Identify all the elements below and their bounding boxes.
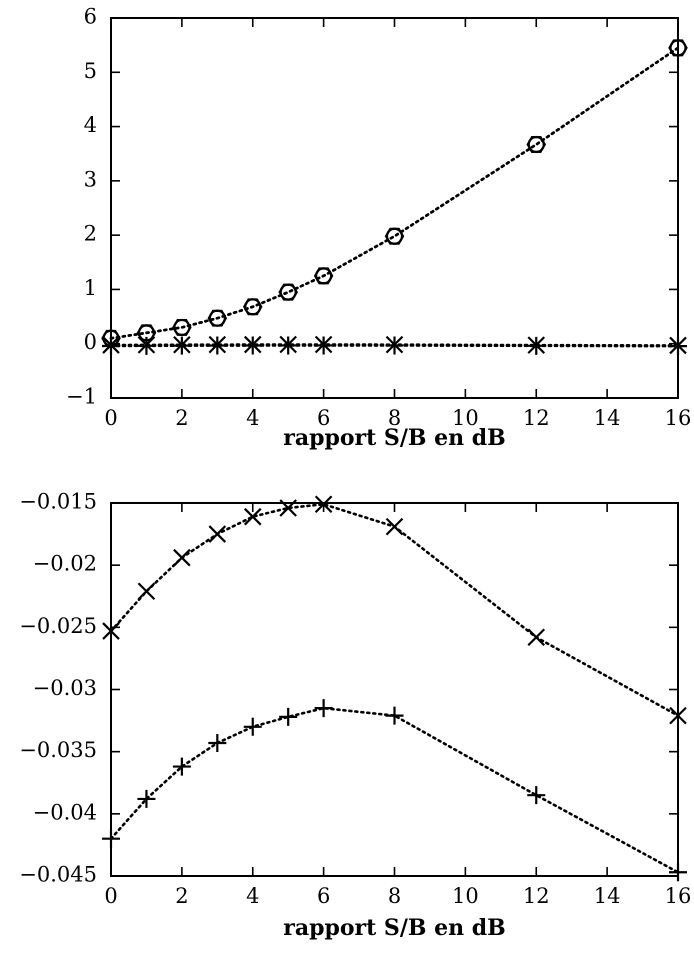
y-tick-label: 4 [84,113,97,137]
y-tick-label: −0.025 [19,614,97,638]
y-tick-label: −0.035 [19,738,97,762]
plus-marker [279,336,298,355]
x-marker [669,706,687,725]
series-line [109,344,680,348]
x-marker [208,525,227,543]
x-marker [279,499,297,517]
plus-marker [385,336,404,355]
plus-marker [385,706,404,725]
x-axis-label: rapport S/B en dB [283,425,506,451]
plus-marker [137,336,156,355]
series-circle [102,39,687,347]
hexagon-marker [172,318,192,336]
x-tick-label: 4 [246,884,259,908]
x-tick-label: 0 [104,406,117,430]
x-marker [173,548,191,567]
x-tick-label: 16 [665,884,692,908]
x-tick-label: 4 [246,406,259,430]
plus-marker [527,336,546,355]
x-tick-label: 12 [523,406,550,430]
plus-marker [102,829,120,848]
y-tick-label: −0.04 [33,800,97,824]
hexagon-marker [242,298,263,316]
plus-marker [137,789,156,808]
plus-marker [314,336,333,355]
series-line [109,706,680,874]
x-marker [314,495,333,514]
plus-marker [243,717,262,736]
series-plus [102,699,687,882]
y-tick-label: −0.03 [33,676,97,700]
plus-marker [102,336,120,355]
plus-marker [314,699,333,718]
y-tick-label: 2 [84,222,97,246]
plot-panel-2: 0 2 4 6 8 10 12 14 16 −0.045 −0.04 −0.035 −0.03 −0.02… [19,490,691,942]
plus-marker [172,336,191,355]
y-tick-label: −1 [66,385,97,409]
y-tick-label: 3 [84,167,97,191]
x-marker [137,582,156,601]
x-tick-label: 6 [317,884,330,908]
hexagon-marker [384,227,405,245]
y-tick-label: 6 [84,5,97,29]
x-marker [527,628,546,647]
hexagon-marker [313,267,334,285]
hexagon-marker [278,283,298,301]
series-line [109,502,680,717]
series-line [109,46,680,340]
plus-marker [669,337,687,356]
x-marker [243,507,262,526]
plus-marker [208,336,227,355]
x-tick-label: 16 [665,406,692,430]
y-tick-label: −0.02 [33,552,97,576]
x-tick-label: 10 [452,406,479,430]
x-tick-label: 2 [175,406,188,430]
x-tick-label: 14 [594,406,621,430]
series-x [102,495,687,725]
series-hexagon [101,39,688,347]
x-tick-label: 10 [452,884,479,908]
x-marker [102,622,120,640]
plus-marker [208,733,227,752]
x-tick-label: 8 [388,406,401,430]
y-tick-label: 1 [84,276,97,300]
x-tick-label: 14 [594,884,621,908]
x-axis-label: rapport S/B en dB [283,915,506,941]
plus-marker [279,707,298,726]
x-tick-label: 6 [317,406,330,430]
y-tick-label: 0 [84,330,97,354]
hexagon-marker [668,39,688,57]
plus-marker [527,786,546,805]
x-tick-label: 0 [104,884,117,908]
y-tick-label: 5 [84,59,97,83]
series-line [109,46,680,340]
hexagon-marker [526,136,547,153]
x-tick-label: 8 [388,884,401,908]
x-tick-label: 2 [175,884,188,908]
plus-marker [172,757,191,776]
series-plus [102,336,687,356]
y-tick-label: −0.015 [19,490,97,514]
plus-marker [669,863,687,882]
hexagon-marker [207,309,228,327]
x-tick-label: 12 [523,884,550,908]
plus-marker [243,336,262,355]
x-marker [385,517,404,536]
plot-frame [110,502,679,877]
y-tick-label: −0.045 [19,863,97,887]
